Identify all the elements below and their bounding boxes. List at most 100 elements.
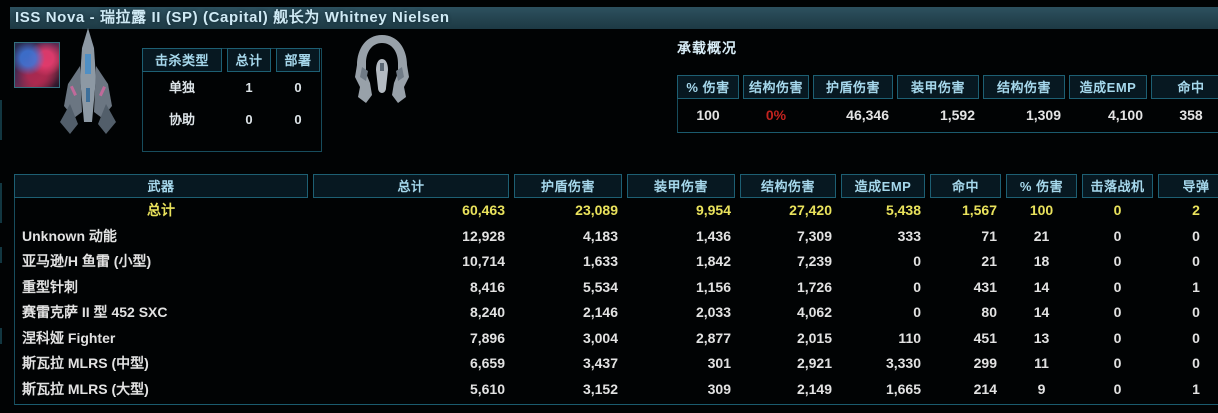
cell-value: 23,089 [575,202,618,218]
cell-value: 2,015 [796,329,832,346]
cell-value: 1 [1192,278,1200,295]
cell-value: 0 [1113,329,1122,346]
cell-value: 358 [1179,107,1203,123]
ship-entry-title-bar[interactable]: ISS Nova - 瑞拉露 II (SP) (Capital) 舰长为 Whi… [10,7,1218,29]
cell-value: 0 [913,304,921,320]
cell-value: 3,437 [582,355,618,371]
screen-edge-artifact [0,247,2,263]
cell-value: 299 [973,355,997,371]
cell-value: 0 [294,80,302,95]
column-header-shield-damage: 护盾伤害 [813,75,893,99]
cell-value: 0 [1113,380,1122,397]
cell-value: 2,149 [796,380,832,397]
column-header-hull-damage: 结构伤害 [983,75,1065,99]
cell-value: 0 [913,253,921,269]
cell-value: 9 [1037,380,1046,397]
cell-value: 0 [1113,355,1122,371]
cell-value: 80 [981,304,997,320]
cell-value: 2,877 [695,329,731,346]
cell-value: 14 [1033,304,1050,320]
cell-value: 1 [1192,380,1200,397]
cell-value: 309 [707,380,731,397]
weapon-name: 总计 [147,202,175,218]
cell-value: 1,567 [961,202,997,218]
cell-value: 5,438 [885,202,921,218]
column-header-missiles: 导弹 [1158,174,1218,198]
weapon-name: Unknown 动能 [22,227,117,244]
cell-value: 7,309 [796,227,832,244]
cell-value: 1,156 [695,278,731,295]
cell-value: 46,346 [846,107,889,123]
weapon-name: 亚马逊/H 鱼雷 (小型) [22,253,152,269]
cell-value: 301 [707,355,731,371]
cell-value: 1,842 [695,253,731,269]
weapon-name: 斯瓦拉 MLRS (大型) [22,380,149,397]
column-header-armor-damage: 装甲伤害 [897,75,979,99]
table-row: Unknown 动能 12,928 4,183 1,436 7,309 333 … [14,224,1218,250]
cell-value: 18 [1033,253,1050,269]
cell-value: 2 [1192,202,1200,218]
column-header-total: 总计 [313,174,509,198]
overview-header-row: % 伤害 结构伤害 护盾伤害 装甲伤害 结构伤害 造成EMP 命中 [677,75,1218,99]
cell-value: 0 [913,278,921,295]
weapon-name: 重型针刺 [22,278,78,295]
cell-value: 333 [897,227,921,244]
cell-value: 2,921 [796,355,832,371]
table-row: 涅科娅 Fighter 7,896 3,004 2,877 2,015 110 … [14,326,1218,352]
cell-value: 0 [1192,304,1200,320]
cell-value: 0 [1192,253,1200,269]
cell-value: 21 [1033,227,1050,244]
cell-value: 451 [973,329,997,346]
table-row: 赛雷克萨 II 型 452 SXC 8,240 2,146 2,033 4,06… [14,300,1218,326]
screen-edge-artifact [0,183,2,223]
screen-edge-artifact [0,100,2,140]
column-header-hull-damage-pct: 结构伤害 [743,75,809,99]
cell-value: 2,146 [582,304,618,320]
column-header-shield-damage: 护盾伤害 [514,174,622,198]
cell-value: 100 [1029,202,1054,218]
table-row: 亚马逊/H 鱼雷 (小型) 10,714 1,633 1,842 7,239 0… [14,249,1218,275]
column-header-kill-type: 击杀类型 [142,48,222,72]
table-row: 重型针刺 8,416 5,534 1,156 1,726 0 431 14 0 … [14,275,1218,301]
cell-value: 0 [1192,329,1200,346]
overview-table: % 伤害 结构伤害 护盾伤害 装甲伤害 结构伤害 造成EMP 命中 100 0%… [677,75,1218,133]
cell-value: 1 [245,80,253,95]
column-header-weapon: 武器 [14,174,308,198]
cell-value: 0 [1113,278,1122,295]
cell-value: 21 [981,253,997,269]
weapon-name: 斯瓦拉 MLRS (中型) [22,355,149,371]
cell-value: 8,416 [469,278,505,295]
cell-value: 60,463 [462,202,505,218]
cell-value: 6,659 [469,355,505,371]
weapons-table: 武器 总计 护盾伤害 装甲伤害 结构伤害 造成EMP 命中 % 伤害 击落战机 … [14,174,1218,405]
cell-value: 0 [294,112,302,127]
cell-value: 4,062 [796,304,832,320]
cell-value: 2,033 [695,304,731,320]
column-header-hull-damage: 结构伤害 [740,174,836,198]
carrier-ship-sprite [355,35,409,103]
cell-value: 431 [973,278,997,295]
column-header-emp: 造成EMP [841,174,925,198]
cell-value: 8,240 [469,304,505,320]
cell-value: 0 [1113,304,1122,320]
player-ship-sprite [60,28,116,134]
cell-value: 14 [1033,278,1050,295]
table-row-total: 总计 60,463 23,089 9,954 27,420 5,438 1,56… [14,198,1218,224]
cell-value: 13 [1033,329,1050,346]
cell-value: 71 [981,227,997,244]
cell-value: 100 [696,107,720,123]
cell-value: 7,896 [469,329,505,346]
weapons-header-row: 武器 总计 护盾伤害 装甲伤害 结构伤害 造成EMP 命中 % 伤害 击落战机 … [14,174,1218,198]
row-label: 协助 [168,112,195,127]
table-row: 斯瓦拉 MLRS (大型) 5,610 3,152 309 2,149 1,66… [14,377,1218,403]
kill-row-assist: 协助 0 0 [142,104,321,136]
cell-value: 4,100 [1107,107,1143,123]
cell-value: 110 [898,329,921,346]
cell-value: 0 [245,112,253,127]
cell-value: 1,726 [796,278,832,295]
column-header-total: 总计 [227,48,271,72]
column-header-fighters-downed: 击落战机 [1082,174,1153,198]
cell-value: 27,420 [789,202,832,218]
cell-value: 11 [1034,355,1049,371]
